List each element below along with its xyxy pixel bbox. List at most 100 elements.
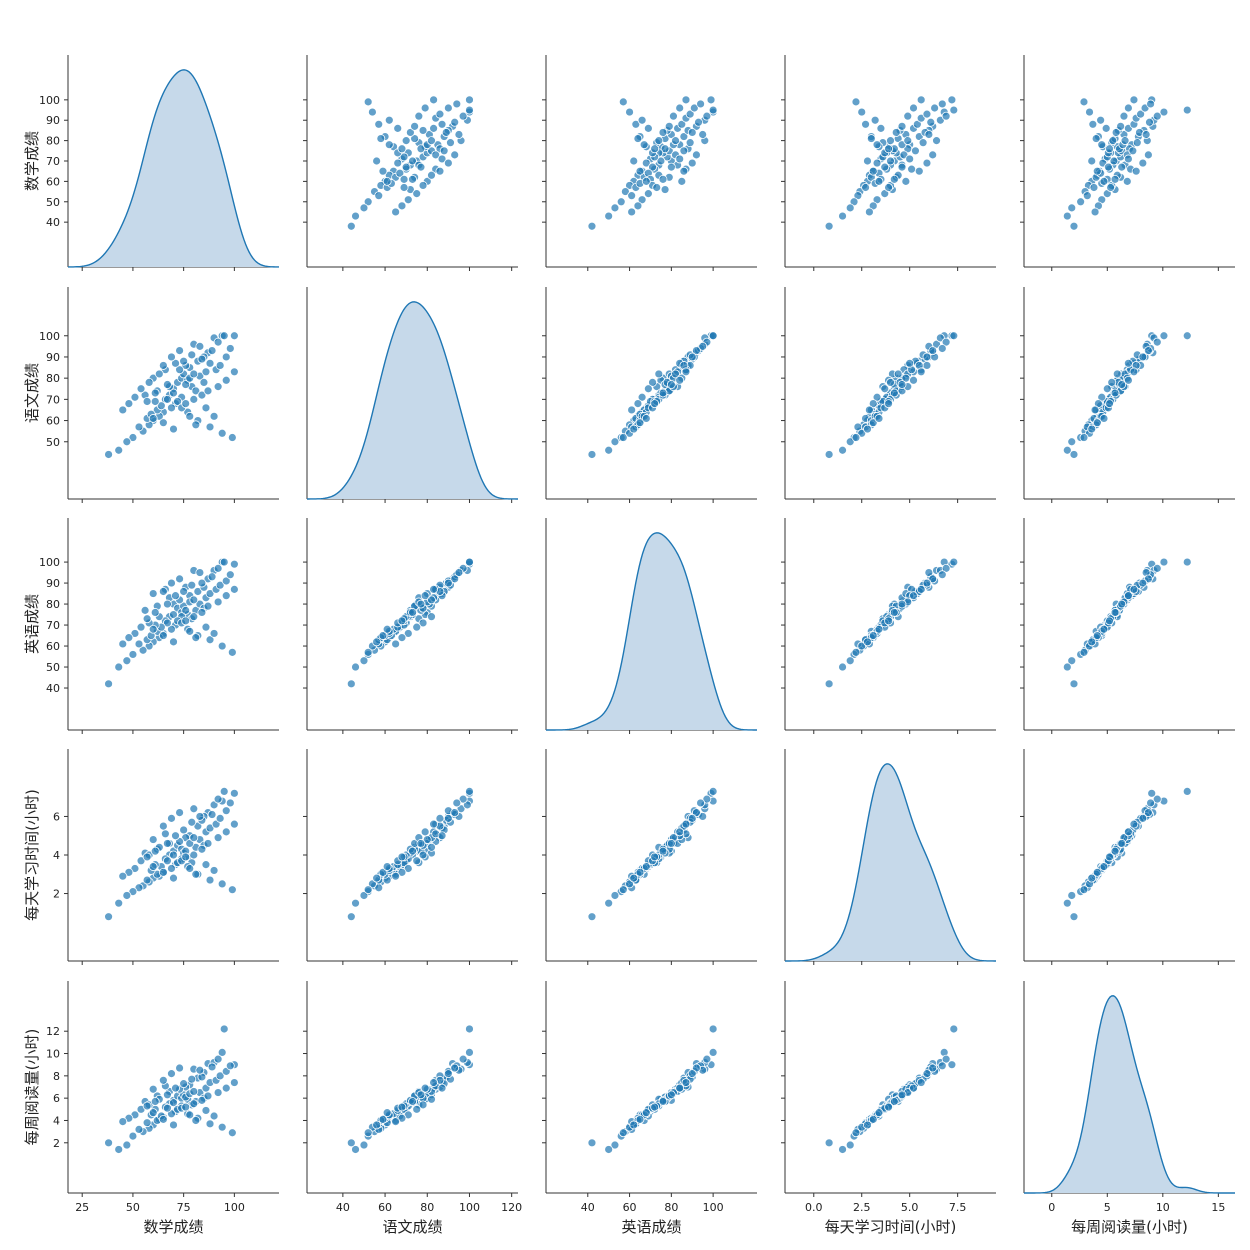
scatter-point (215, 813, 225, 823)
scatter-point (167, 864, 176, 873)
scatter-point (363, 885, 373, 895)
y-tick-label: 90 (46, 577, 60, 590)
scatter-point (1087, 873, 1097, 883)
scatter-point (179, 587, 189, 596)
scatter-point (443, 158, 453, 168)
scatter-point (201, 1106, 211, 1115)
scatter-point (1152, 111, 1162, 121)
scatter-point (872, 158, 882, 168)
scatter-point (465, 787, 474, 796)
scatter-point (122, 1140, 132, 1150)
scatter-point (650, 399, 660, 409)
scatter-point (884, 399, 893, 409)
y-tick-label: 4 (53, 1114, 60, 1127)
scatter-point (610, 891, 620, 900)
scatter-point (824, 450, 834, 459)
scatter-point (391, 1117, 401, 1126)
scatter-point (930, 103, 940, 113)
scatter-point (1116, 121, 1126, 131)
scatter-point (903, 111, 913, 121)
scatter-point (1105, 399, 1114, 409)
scatter-point (610, 1140, 620, 1150)
scatter-point (410, 134, 420, 143)
scatter-point (150, 1097, 160, 1106)
scatter-point (163, 394, 172, 404)
x-tick-label: 5 (1104, 1201, 1111, 1214)
scatter-point (217, 641, 227, 651)
scatter-point (861, 119, 870, 129)
scatter-point (838, 662, 847, 672)
scatter-point (1182, 331, 1192, 341)
scatter-point (408, 1097, 417, 1106)
scatter-point (886, 377, 895, 387)
scatter-point (439, 146, 449, 156)
y-tick-label: 12 (46, 1025, 60, 1038)
scatter-point (1138, 158, 1148, 168)
scatter-point (401, 136, 411, 146)
scatter-point (452, 798, 462, 808)
scatter-point (410, 121, 420, 131)
scatter-point (454, 130, 464, 139)
scatter-point (187, 817, 197, 827)
scatter-point (1117, 162, 1127, 172)
scatter-point (128, 650, 138, 659)
scatter-point (213, 382, 223, 392)
scatter-point (158, 1114, 168, 1124)
scatter-point (148, 835, 158, 844)
scatter-point (201, 860, 211, 870)
scatter-point (1110, 174, 1120, 184)
scatter-point (1147, 788, 1157, 798)
scatter-point (429, 819, 439, 829)
scatter-point (465, 105, 474, 115)
scatter-point (1099, 176, 1109, 186)
scatter-point (393, 158, 403, 168)
x-tick-label: 15 (1211, 1201, 1225, 1214)
scatter-point (408, 846, 417, 856)
scatter-point (130, 392, 140, 402)
scatter-point (874, 1108, 884, 1118)
scatter-point (1141, 130, 1151, 139)
scatter-point (604, 445, 614, 455)
scatter-point (158, 361, 168, 370)
scatter-point (219, 331, 229, 341)
scatter-point (197, 608, 207, 617)
scatter-point (185, 411, 195, 421)
scatter-point (142, 397, 152, 406)
scatter-point (227, 647, 237, 657)
scatter-point (181, 380, 191, 389)
scatter-point (427, 612, 436, 622)
scatter-point (1128, 146, 1138, 156)
scatter-point (618, 1128, 628, 1138)
scatter-point (225, 1061, 235, 1071)
kde-fill (1024, 995, 1235, 1193)
scatter-point (205, 875, 215, 885)
scatter-point (664, 121, 674, 131)
scatter-point (708, 105, 718, 115)
scatter-point (465, 95, 474, 105)
scatter-point (648, 162, 657, 172)
scatter-point (465, 1048, 474, 1057)
scatter-point (587, 912, 597, 922)
scatter-point (156, 401, 166, 411)
y-tick-label: 40 (46, 216, 60, 229)
scatter-point (916, 95, 926, 105)
scatter-point (427, 170, 436, 180)
scatter-point (635, 166, 645, 176)
scatter-point (666, 1090, 676, 1100)
scatter-point (175, 346, 184, 356)
scatter-point (197, 578, 207, 588)
panel-2-1 (303, 518, 518, 734)
scatter-point (185, 1110, 195, 1120)
scatter-point (924, 568, 934, 577)
scatter-point (1105, 144, 1114, 154)
scatter-point (395, 168, 405, 178)
scatter-point (937, 344, 947, 353)
scatter-point (158, 631, 168, 640)
scatter-point (378, 166, 388, 176)
scatter-point (207, 572, 217, 582)
y-tick-label: 80 (46, 598, 60, 611)
scatter-point (857, 107, 867, 117)
scatter-point (643, 189, 653, 199)
scatter-point (687, 813, 697, 823)
scatter-point (865, 405, 874, 415)
